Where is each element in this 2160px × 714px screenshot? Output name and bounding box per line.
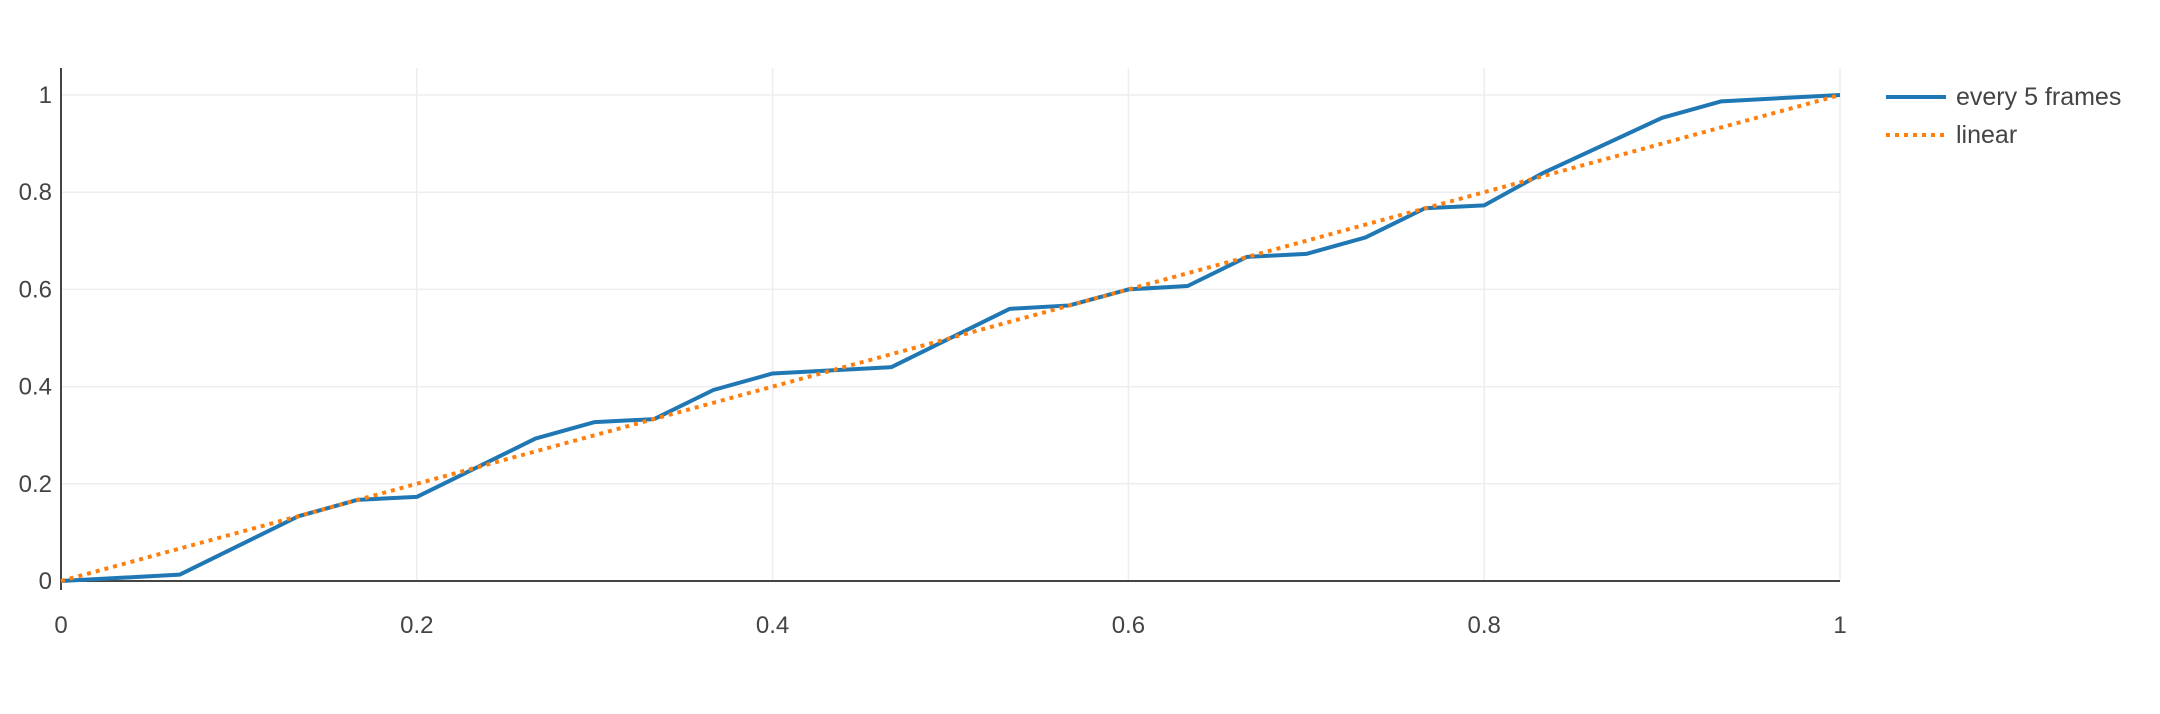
x-tick-label: 1 xyxy=(1833,612,1846,639)
x-tick-label: 0.2 xyxy=(400,612,433,639)
legend-item[interactable]: linear xyxy=(1886,121,2017,149)
x-tick-label: 0.8 xyxy=(1468,612,1501,639)
legend[interactable]: every 5 frames linear xyxy=(1886,83,2121,149)
series-line-linear xyxy=(60,93,1841,583)
x-tick-label: 0.6 xyxy=(1112,612,1145,639)
axes xyxy=(60,68,1840,590)
tick-labels: 0 0.2 0.4 0.6 0.8 1 0 0.2 0.4 0.6 0.8 1 xyxy=(19,82,1847,639)
legend-label: every 5 frames xyxy=(1956,83,2121,111)
y-tick-label: 0.4 xyxy=(19,374,52,401)
x-tick-label: 0 xyxy=(54,612,67,639)
legend-item[interactable]: every 5 frames xyxy=(1886,83,2121,111)
x-tick-label: 0.4 xyxy=(756,612,789,639)
y-tick-label: 0.6 xyxy=(19,276,52,303)
y-tick-label: 1 xyxy=(39,82,52,109)
grid-lines xyxy=(61,68,1841,581)
y-tick-label: 0.2 xyxy=(19,471,52,498)
series xyxy=(60,93,1841,583)
y-tick-label: 0 xyxy=(39,568,52,595)
series-line-every-5-frames xyxy=(60,93,1841,583)
legend-label: linear xyxy=(1956,121,2017,149)
y-tick-label: 0.8 xyxy=(19,179,52,206)
